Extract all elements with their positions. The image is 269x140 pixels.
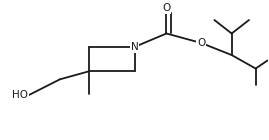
Text: N: N — [131, 42, 138, 52]
Text: O: O — [162, 3, 171, 13]
Text: HO: HO — [12, 90, 28, 101]
Text: O: O — [197, 38, 205, 48]
